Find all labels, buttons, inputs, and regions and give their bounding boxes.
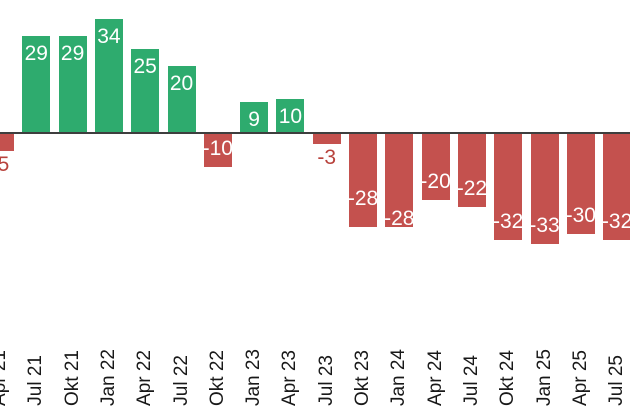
bar-value-label: -10 (202, 137, 233, 160)
bar[interactable]: 10 (276, 99, 305, 132)
x-tick-label: Apr 22 (134, 350, 156, 406)
bar[interactable]: 25 (131, 49, 160, 132)
bar[interactable]: 29 (22, 36, 51, 132)
bar-value-label: 34 (97, 25, 121, 48)
x-tick-label: Jan 23 (243, 348, 265, 406)
bar-value-label: -22 (456, 177, 488, 200)
bar-value-label: -30 (565, 204, 596, 227)
bar-value-label: 29 (24, 42, 48, 65)
x-tick-label: Jul 24 (460, 355, 482, 406)
bar-value-label: 29 (60, 42, 85, 65)
bar[interactable]: -10 (202, 134, 233, 167)
x-tick-label: Jan 22 (97, 348, 119, 406)
x-tick-label: Apr 21 (0, 350, 10, 406)
zero-axis-line (0, 132, 630, 134)
bar-value-label: -20 (420, 170, 451, 193)
bar[interactable]: -5 (0, 134, 14, 176)
x-tick-label: Apr 24 (424, 350, 446, 406)
x-tick-label: Jan 24 (388, 348, 410, 406)
x-tick-label: Okt 23 (352, 350, 373, 406)
x-tick-label: Apr 23 (279, 350, 301, 406)
bar[interactable]: 9 (240, 102, 269, 132)
bar-value-label: 9 (248, 108, 260, 131)
bar[interactable]: -32 (493, 134, 524, 240)
bar-value-label: -3 (317, 146, 337, 169)
bar[interactable]: -28 (384, 134, 414, 230)
bar-value-label: -32 (601, 210, 630, 233)
bar-value-label: -32 (493, 210, 524, 233)
bar[interactable]: -3 (312, 134, 341, 169)
bar-value-label: -28 (384, 207, 415, 230)
x-tick-label: Jan 25 (533, 348, 555, 406)
bar[interactable]: -20 (420, 134, 451, 200)
x-tick-label: Jul 21 (25, 355, 47, 406)
bar[interactable]: 29 (58, 36, 87, 132)
x-tick-label: Okt 22 (206, 350, 228, 406)
bar-value-label: -28 (347, 187, 379, 210)
bar[interactable]: -22 (456, 134, 488, 207)
bar[interactable]: -30 (565, 134, 596, 234)
bar-value-label: 10 (278, 105, 303, 128)
x-tick-label: Apr 25 (569, 350, 591, 406)
bar[interactable]: -28 (347, 134, 379, 227)
bar[interactable]: 34 (94, 19, 123, 132)
x-tick-label: Okt 24 (497, 350, 519, 406)
bar[interactable]: -32 (601, 134, 630, 240)
x-tick-label: Jul 23 (315, 355, 337, 406)
bar-value-label: -33 (529, 214, 560, 237)
x-tick-label: Okt 21 (61, 350, 83, 406)
x-tick-label: Jul 22 (170, 355, 192, 406)
bar[interactable]: 20 (167, 66, 196, 132)
bar-value-label: 25 (133, 55, 157, 78)
bar[interactable]: -33 (529, 134, 560, 244)
bar-value-label: 20 (169, 72, 194, 95)
x-tick-label: Jul 25 (606, 355, 628, 406)
bar-value-label: -5 (0, 153, 10, 176)
